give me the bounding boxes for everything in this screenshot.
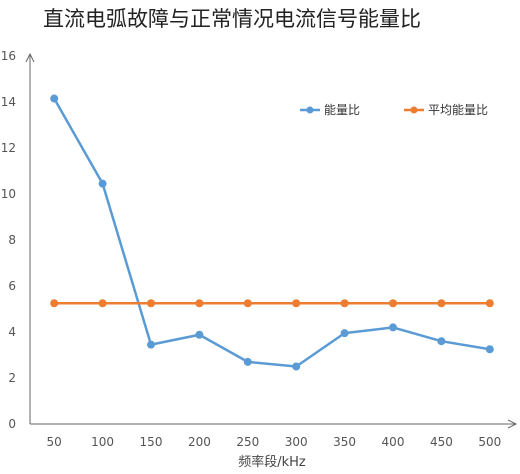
x-tick-label: 100 <box>91 435 114 449</box>
series-layer <box>50 94 494 371</box>
series-line <box>53 97 491 368</box>
data-point <box>340 299 349 308</box>
x-tick-label: 250 <box>236 435 259 449</box>
y-tick-label: 0 <box>8 417 16 431</box>
data-point <box>485 299 494 308</box>
y-tick-label: 6 <box>8 279 16 293</box>
y-tick-label: 14 <box>1 95 16 109</box>
data-point <box>243 357 252 366</box>
legend-label: 平均能量比 <box>428 103 488 117</box>
y-tick-label: 4 <box>8 325 16 339</box>
data-point <box>195 299 204 308</box>
data-point <box>437 337 446 346</box>
data-point <box>389 323 397 332</box>
y-tick-label: 16 <box>1 49 16 63</box>
x-tick-label: 500 <box>478 435 501 449</box>
x-axis-ticks: 50 100 150 200 250 300 350 400 450 500 <box>47 435 502 449</box>
data-point <box>195 330 204 339</box>
x-tick-label: 350 <box>333 435 356 449</box>
data-point <box>340 329 349 338</box>
x-tick-label: 200 <box>188 435 211 449</box>
data-point <box>98 179 107 188</box>
legend-swatch-marker <box>410 106 418 114</box>
legend-item: 能量比 <box>300 103 360 117</box>
series <box>50 299 494 308</box>
chart-title: 直流电弧故障与正常情况电流信号能量比 <box>43 7 421 31</box>
x-axis-arrow <box>507 419 518 429</box>
y-tick-label: 12 <box>1 141 16 155</box>
data-point <box>50 299 59 308</box>
x-tick-label: 50 <box>47 435 62 449</box>
x-tick-label: 300 <box>285 435 308 449</box>
data-point <box>292 362 301 371</box>
axes <box>25 52 518 429</box>
x-axis-label: 频率段/kHz <box>238 454 306 470</box>
y-tick-label: 8 <box>8 233 16 247</box>
y-tick-label: 10 <box>1 187 16 201</box>
x-tick-label: 400 <box>382 435 405 449</box>
legend-swatch-marker <box>306 106 314 114</box>
data-point <box>98 299 107 308</box>
data-point <box>50 94 59 103</box>
data-point <box>147 340 155 349</box>
data-point <box>485 345 494 354</box>
series <box>50 94 494 371</box>
y-axis-arrow <box>25 52 35 63</box>
legend: 能量比 平均能量比 <box>300 103 488 117</box>
x-tick-label: 150 <box>140 435 163 449</box>
data-point <box>292 299 301 308</box>
x-tick-label: 450 <box>430 435 453 449</box>
y-axis-ticks: 0 2 4 6 8 10 12 14 16 <box>1 49 16 431</box>
legend-item: 平均能量比 <box>404 103 488 117</box>
legend-label: 能量比 <box>324 103 360 117</box>
data-point <box>243 299 252 308</box>
data-point <box>147 299 155 308</box>
y-tick-label: 2 <box>8 371 16 385</box>
data-point <box>389 299 397 308</box>
data-point <box>437 299 446 308</box>
